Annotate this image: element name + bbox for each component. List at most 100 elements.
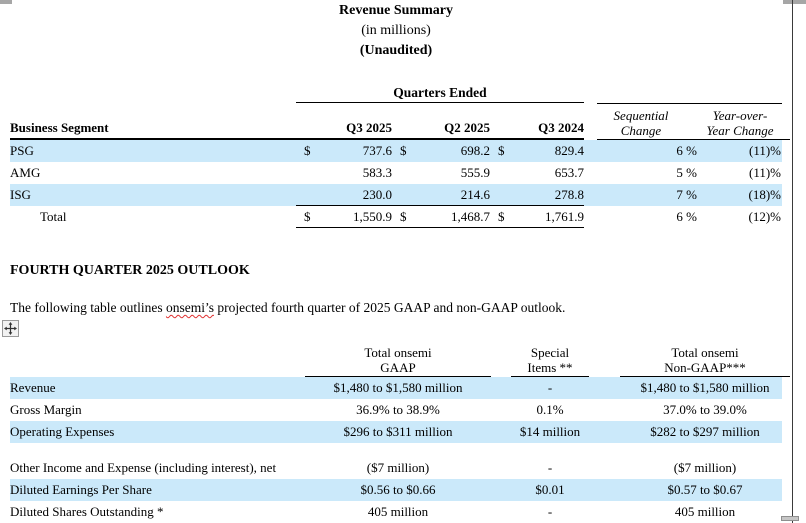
col-header-total-onsemi-gaap: Total onsemi GAAP: [296, 340, 500, 377]
change-columns-underline: [597, 139, 790, 140]
q3-2025-value: 583.3: [362, 165, 392, 180]
q3-2024-value: 653.7: [554, 165, 584, 180]
currency-sign: [392, 184, 408, 206]
gaap-value: $1,480 to $1,580 million: [333, 380, 463, 395]
q3-2024-value: 829.4: [554, 143, 584, 158]
currency-sign: $: [304, 143, 311, 158]
special-items-value: -: [547, 460, 553, 475]
outlook-table-column-headers: Total onsemi GAAP Special Items ** Total…: [10, 340, 790, 377]
non-gaap-value: $1,480 to $1,580 million: [640, 380, 770, 395]
q2-2025-value: 555.9: [460, 165, 490, 180]
yoy-change-value: (11)%: [748, 143, 781, 158]
row-label: Diluted Earnings Per Share: [10, 482, 152, 497]
outlook-row-diluted-eps: Diluted Earnings Per Share $0.56 to $0.6…: [10, 479, 782, 501]
row-label: Operating Expenses: [10, 424, 115, 439]
col-header-q3-2024: Q3 2024: [490, 103, 584, 140]
gaap-value: $0.56 to $0.66: [360, 482, 436, 497]
quarters-ended-label: Quarters Ended: [296, 84, 584, 103]
special-items-value: -: [547, 504, 553, 519]
row-label: Gross Margin: [10, 402, 82, 417]
currency-sign: [490, 184, 506, 206]
special-items-value: 0.1%: [536, 402, 564, 417]
table-move-handle-icon[interactable]: [2, 320, 19, 337]
page-subtitle-units: (in millions): [361, 23, 431, 38]
ruler-edge-fragment-left: [0, 0, 12, 4]
col-header-sequential-change: Sequential Change: [613, 108, 669, 138]
non-gaap-value: $282 to $297 million: [650, 424, 760, 439]
sequential-change-value: 5 %: [676, 165, 697, 180]
special-items-value: -: [547, 380, 553, 395]
currency-sign: $: [392, 206, 408, 228]
non-gaap-value: $0.57 to $0.67: [667, 482, 743, 497]
special-items-value: $14 million: [519, 424, 581, 439]
special-items-value: $0.01: [535, 482, 565, 497]
revenue-row-isg: ISG 230.0 214.6 278.8 7 % (18)%: [10, 184, 782, 206]
yoy-change-value: (12)%: [748, 209, 782, 224]
revenue-row-amg: AMG 583.3 555.9 653.7 5 % (11)%: [10, 162, 782, 184]
outlook-table: Total onsemi GAAP Special Items ** Total…: [10, 340, 790, 523]
outlook-row-revenue: Revenue $1,480 to $1,580 million - $1,48…: [10, 377, 782, 399]
gaap-header-underline: [305, 376, 491, 377]
row-label: Revenue: [10, 380, 56, 395]
non-gaap-value: 37.0% to 39.0%: [663, 402, 747, 417]
currency-sign: [392, 162, 408, 184]
segment-label: PSG: [10, 143, 34, 158]
sequential-change-value: 6 %: [676, 143, 697, 158]
revenue-row-total: Total $ 1,550.9 $ 1,468.7 $ 1,761.9 6 % …: [10, 206, 782, 228]
intro-text: projected fourth quarter of 2025 GAAP an…: [213, 300, 566, 315]
col-header-special-items: Special Items **: [500, 340, 600, 377]
segment-label: ISG: [10, 187, 31, 202]
yoy-change-value: (11)%: [748, 165, 781, 180]
revenue-row-psg: PSG $ 737.6 $ 698.2 $ 829.4 6 % (11)%: [10, 140, 782, 162]
outlook-intro-paragraph: The following table outlines onsemi’s pr…: [10, 299, 780, 317]
title-block: Revenue Summary (in millions) (Unaudited…: [0, 1, 792, 61]
outlook-row-operating-expenses: Operating Expenses $296 to $311 million …: [10, 421, 782, 443]
currency-sign: [296, 184, 312, 206]
row-label: Other Income and Expense (including inte…: [10, 460, 277, 475]
outlook-row-other-income-expense: Other Income and Expense (including inte…: [10, 443, 782, 479]
page-subtitle-unaudited: (Unaudited): [359, 43, 433, 58]
row-label: Diluted Shares Outstanding *: [10, 504, 164, 519]
non-gaap-value: 405 million: [674, 504, 736, 519]
text-boundary-line: [792, 0, 793, 523]
non-gaap-value: ($7 million): [673, 460, 737, 475]
currency-sign: $: [490, 206, 506, 228]
gaap-value: 405 million: [367, 504, 429, 519]
col-header-business-segment: Business Segment: [10, 103, 296, 140]
move-crosshair-icon: [4, 322, 17, 335]
intro-text: The following table outlines: [10, 300, 166, 315]
scrollbar-thumb[interactable]: [781, 516, 799, 521]
q3-2024-value: 278.8: [506, 184, 584, 206]
yoy-change-value: (18)%: [748, 187, 782, 202]
col-header-year-over-year-change: Year-over- Year Change: [706, 108, 774, 138]
change-columns-overline: [584, 84, 782, 104]
q3-2025-value: 737.6: [362, 143, 392, 158]
q2-2025-value: 214.6: [408, 184, 490, 206]
gaap-value: ($7 million): [366, 460, 430, 475]
currency-sign: $: [296, 206, 312, 228]
gaap-value: 36.9% to 38.9%: [356, 402, 440, 417]
page-title: Revenue Summary: [339, 3, 453, 18]
revenue-table-column-headers: Business Segment Q3 2025 Q2 2025 Q3 2024…: [10, 103, 782, 140]
ruler-edge-fragment-right: [783, 0, 806, 4]
sequential-change-value: 6 %: [676, 209, 697, 224]
q2-2025-value: 698.2: [460, 143, 490, 158]
outlook-row-diluted-shares: Diluted Shares Outstanding * 405 million…: [10, 501, 782, 523]
currency-sign: [296, 162, 312, 184]
col-header-q3-2025: Q3 2025: [296, 103, 392, 140]
revenue-summary-table: Quarters Ended Business Segment Q3 2025 …: [10, 84, 790, 228]
sequential-change-value: 7 %: [676, 187, 697, 202]
segment-label: Total: [40, 209, 67, 224]
quarters-ended-header-row: Quarters Ended: [10, 84, 782, 104]
non-gaap-header-underline: [620, 376, 790, 377]
gaap-value: $296 to $311 million: [343, 424, 453, 439]
currency-sign: $: [498, 143, 505, 158]
q2-2025-value: 1,468.7: [408, 206, 490, 228]
outlook-row-gross-margin: Gross Margin 36.9% to 38.9% 0.1% 37.0% t…: [10, 399, 782, 421]
segment-label: AMG: [10, 165, 41, 180]
misspelled-word: onsemi’s: [165, 300, 214, 315]
special-header-underline: [511, 376, 589, 377]
col-header-q2-2025: Q2 2025: [392, 103, 490, 140]
currency-sign: $: [400, 143, 407, 158]
